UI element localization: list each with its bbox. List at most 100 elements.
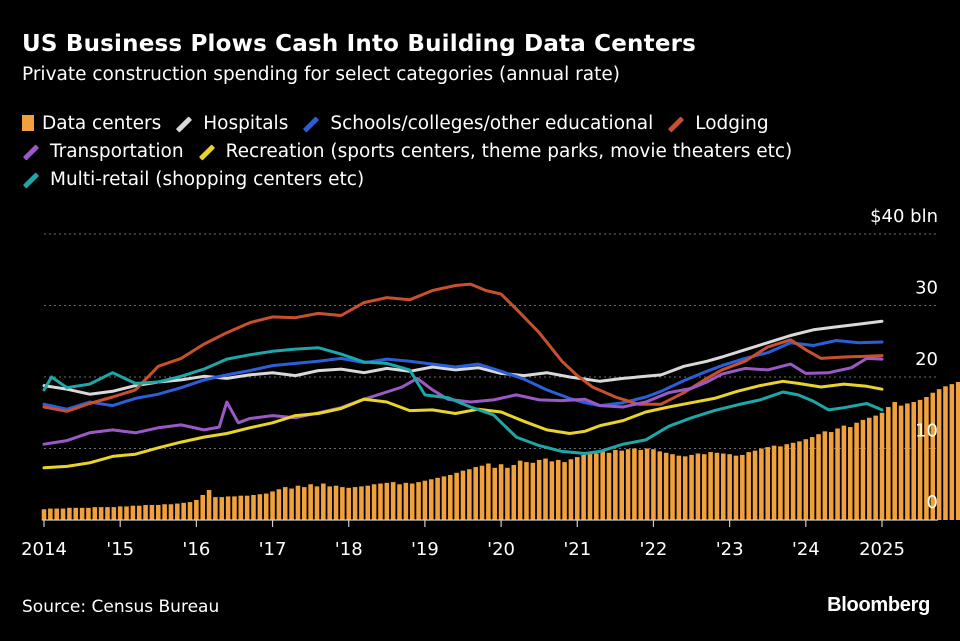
- data-centers-bar: [117, 506, 123, 520]
- data-centers-bar: [498, 464, 504, 520]
- data-centers-bar: [454, 472, 459, 520]
- data-centers-bar: [251, 494, 256, 520]
- data-centers-bar: [428, 479, 434, 520]
- data-centers-bar: [187, 502, 193, 520]
- legend-item-multi-retail: Multi-retail (shopping centers etc): [22, 166, 364, 194]
- legend-item-hospitals: Hospitals: [175, 110, 288, 138]
- data-centers-bar: [549, 461, 555, 520]
- data-centers-bar: [409, 483, 415, 520]
- data-centers-bar: [822, 431, 828, 520]
- data-centers-bar: [917, 399, 923, 520]
- data-centers-bar: [397, 484, 402, 520]
- data-centers-bar: [232, 496, 237, 520]
- data-centers-bar: [873, 415, 878, 520]
- data-centers-bar: [492, 467, 498, 520]
- data-centers-bar: [625, 449, 631, 520]
- data-centers-bar: [511, 464, 517, 520]
- data-centers-bar: [765, 447, 771, 520]
- data-centers-bar: [213, 497, 218, 520]
- data-centers-bar: [86, 507, 91, 520]
- data-centers-bars: [41, 382, 960, 520]
- data-centers-bar: [905, 403, 910, 520]
- data-centers-bar: [435, 477, 440, 520]
- legend-item-data-centers: Data centers: [22, 110, 161, 138]
- data-centers-bar: [168, 504, 174, 520]
- data-centers-bar: [867, 417, 872, 520]
- x-tick-label: '20: [487, 539, 515, 560]
- x-tick-label: '23: [716, 539, 744, 560]
- data-centers-bar: [524, 462, 529, 520]
- y-tick-label: 10: [915, 421, 938, 442]
- data-centers-bar: [924, 397, 929, 520]
- data-centers-bar: [162, 504, 167, 520]
- data-centers-bar: [714, 452, 720, 520]
- data-centers-bar: [67, 507, 72, 520]
- x-tick-label: '22: [640, 539, 668, 560]
- data-centers-bar: [835, 428, 840, 520]
- data-centers-bar: [949, 384, 955, 520]
- data-centers-bar: [422, 480, 428, 520]
- data-centers-bar: [276, 489, 282, 520]
- legend-label: Transportation: [50, 141, 184, 162]
- data-centers-bar: [390, 482, 396, 520]
- x-tick-label: '15: [106, 539, 134, 560]
- data-centers-bar: [727, 454, 732, 520]
- data-centers-bar: [136, 505, 142, 520]
- data-centers-bar: [562, 462, 567, 520]
- data-centers-bar: [378, 483, 383, 520]
- data-centers-bar: [809, 437, 815, 520]
- data-centers-bar: [238, 495, 244, 520]
- data-centers-bar: [448, 474, 453, 520]
- data-centers-bar: [651, 449, 656, 520]
- y-tick-label: $40 bln: [870, 206, 938, 227]
- data-centers-bar: [555, 459, 561, 520]
- data-centers-bar: [41, 509, 47, 520]
- data-centers-bar: [708, 452, 713, 520]
- data-centers-bar: [594, 453, 599, 520]
- data-centers-bar: [886, 407, 891, 520]
- data-centers-bar: [771, 445, 777, 520]
- data-centers-bar: [733, 455, 739, 520]
- legend-label: Hospitals: [203, 113, 289, 134]
- y-tick-label: 20: [915, 349, 938, 370]
- data-centers-bar: [98, 507, 104, 520]
- data-centers-bar: [682, 456, 688, 520]
- legend-label: Recreation (sports centers, theme parks,…: [225, 141, 793, 162]
- data-centers-bar: [536, 459, 542, 520]
- data-centers-bar: [841, 425, 847, 520]
- data-centers-bar: [600, 451, 605, 520]
- data-centers-bar: [327, 486, 332, 520]
- data-centers-bar: [282, 487, 288, 520]
- data-centers-bar: [257, 494, 263, 520]
- data-centers-bar: [606, 452, 612, 520]
- data-centers-bar: [892, 402, 897, 520]
- data-centers-bar: [149, 504, 155, 520]
- series-line-schoolscollegesother: [42, 339, 884, 411]
- x-tick-label: '17: [259, 539, 287, 560]
- data-centers-bar: [543, 458, 548, 520]
- data-centers-bar: [911, 402, 917, 520]
- data-centers-bar: [105, 507, 110, 520]
- data-centers-bar: [54, 508, 59, 520]
- data-centers-bar: [689, 454, 694, 520]
- data-centers-bar: [943, 386, 948, 520]
- data-centers-bar: [828, 432, 834, 520]
- chart-subtitle: Private construction spending for select…: [22, 64, 620, 85]
- data-centers-bar: [505, 467, 510, 520]
- data-centers-bar: [854, 422, 859, 520]
- data-centers-bar: [663, 452, 669, 520]
- data-centers-bar: [517, 460, 523, 520]
- data-centers-bar: [73, 507, 79, 520]
- data-centers-bar: [676, 455, 682, 520]
- legend-item-lodging: Lodging: [667, 110, 769, 138]
- data-centers-bar: [79, 507, 85, 520]
- legend-item-schools: Schools/colleges/other educational: [302, 110, 653, 138]
- data-centers-bar: [816, 434, 821, 520]
- chart-title: US Business Plows Cash Into Building Dat…: [22, 31, 697, 57]
- data-centers-bar: [701, 454, 707, 520]
- series-line-lodging: [42, 282, 884, 413]
- data-centers-bar: [759, 448, 764, 520]
- data-centers-bar: [619, 450, 624, 520]
- data-centers-bar: [644, 448, 650, 520]
- data-centers-bar: [175, 503, 180, 520]
